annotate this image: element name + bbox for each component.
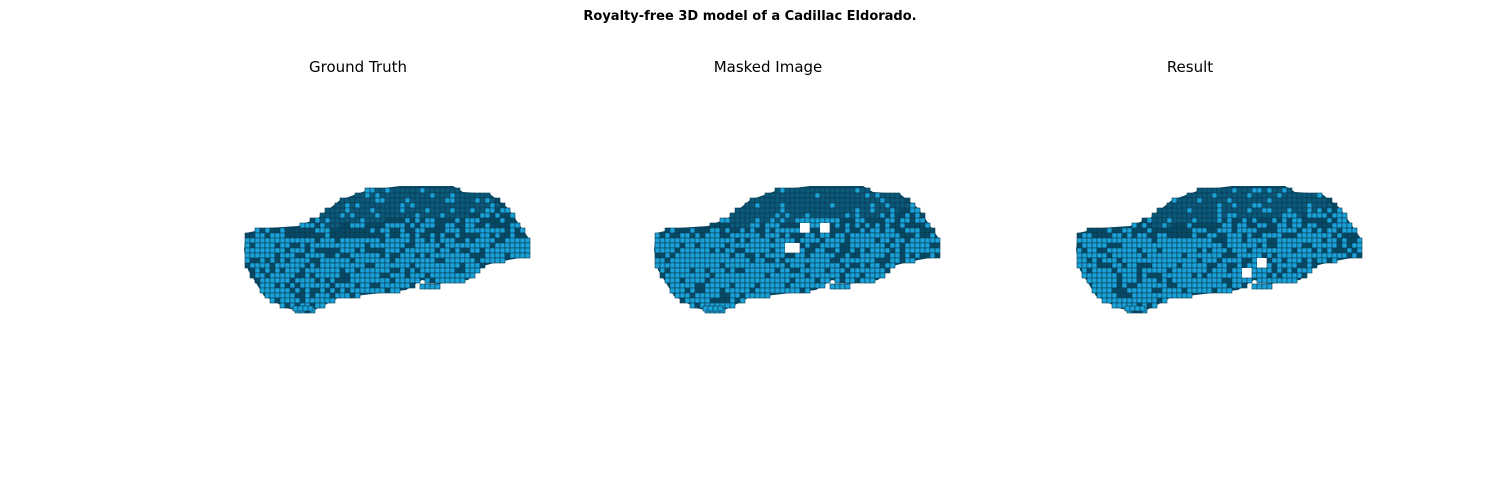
voxel-grid bbox=[1076, 186, 1363, 314]
voxel-car-result bbox=[1076, 186, 1363, 314]
figure-title: Royalty-free 3D model of a Cadillac Eldo… bbox=[583, 9, 917, 24]
voxel-grid bbox=[654, 186, 941, 314]
voxel-car-ground-truth bbox=[244, 186, 531, 314]
panel-title: Ground Truth bbox=[309, 58, 407, 76]
panel-title: Result bbox=[1166, 58, 1214, 76]
panel-result: Result bbox=[1000, 58, 1380, 458]
voxel-car-masked bbox=[654, 186, 941, 314]
voxel-grid bbox=[244, 186, 531, 314]
panel-title: Masked Image bbox=[713, 58, 823, 76]
panel-ground-truth: Ground Truth bbox=[168, 58, 548, 458]
panel-masked-image: Masked Image bbox=[578, 58, 958, 458]
